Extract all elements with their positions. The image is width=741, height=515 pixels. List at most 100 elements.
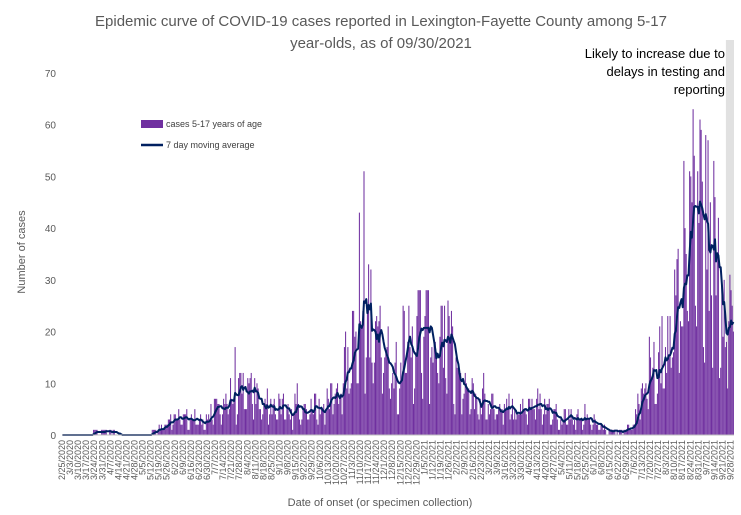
case-bar (173, 414, 175, 435)
case-bar (203, 429, 205, 435)
case-bar (447, 300, 449, 435)
x-tick-label-60: 4/20/2021 (540, 440, 550, 480)
case-bar (534, 419, 536, 435)
case-bar (674, 269, 676, 435)
case-bar (580, 419, 582, 435)
case-bar (525, 414, 527, 435)
x-tick-label-73: 7/20/2021 (645, 440, 655, 480)
case-bar (287, 403, 289, 435)
case-bar (171, 429, 173, 435)
x-tick-label-51: 2/16/2021 (468, 440, 478, 480)
case-bar (361, 326, 363, 435)
case-bar (384, 357, 386, 435)
x-tick-label-74: 7/27/2021 (653, 440, 663, 480)
x-tick-label-21: 7/21/2020 (226, 440, 236, 480)
case-bar (475, 393, 477, 435)
case-bar (613, 429, 615, 435)
case-bar (467, 388, 469, 435)
case-bar (267, 424, 270, 435)
case-bar (547, 403, 549, 435)
x-tick-label-9: 4/28/2020 (130, 440, 140, 480)
case-bar (478, 419, 480, 435)
y-axis-label: Number of cases (16, 210, 28, 294)
case-bar (370, 269, 372, 435)
x-tick-label-17: 6/23/2020 (194, 440, 204, 480)
case-bar (468, 388, 470, 435)
case-bar (400, 362, 402, 435)
x-tick-label-63: 5/11/2021 (565, 440, 575, 479)
case-bar (609, 429, 611, 435)
case-bar (667, 316, 669, 435)
case-bar (372, 383, 374, 435)
case-bar (224, 403, 226, 435)
x-tick-label-25: 8/18/2020 (258, 440, 268, 480)
x-tick-label-8: 4/21/2020 (121, 440, 131, 480)
case-bar (595, 424, 597, 435)
case-bar (526, 424, 528, 435)
case-bar (262, 414, 264, 435)
case-bar (395, 341, 397, 435)
case-bar (727, 388, 729, 435)
case-bar (471, 378, 473, 435)
case-bar (253, 419, 255, 435)
case-bar (508, 393, 510, 435)
case-bar (559, 429, 561, 435)
case-bar (708, 310, 710, 435)
case-bar (256, 383, 258, 435)
case-bar (546, 403, 548, 435)
case-bar (587, 419, 589, 435)
case-bar (231, 398, 233, 435)
case-bar (244, 409, 246, 435)
case-bar (254, 378, 256, 435)
case-bar (408, 305, 410, 435)
case-bar (600, 424, 602, 435)
case-bar (679, 321, 681, 435)
case-bar (501, 409, 503, 435)
case-bar (725, 341, 727, 435)
moving-average-polyline (62, 200, 735, 436)
case-bar (174, 414, 176, 435)
case-bar (625, 429, 627, 435)
case-bar (425, 290, 427, 435)
case-bar (721, 279, 723, 435)
case-bar (232, 403, 234, 435)
case-bar (532, 409, 534, 435)
case-bar (694, 305, 696, 435)
x-tick-label-6: 4/7/2020 (105, 440, 115, 475)
case-bar (562, 419, 564, 435)
case-bar (227, 414, 229, 435)
case-bar (537, 388, 539, 435)
case-bar (332, 414, 334, 435)
case-bar (356, 383, 358, 435)
case-bar (476, 398, 478, 435)
case-bar (305, 409, 307, 435)
case-bar (218, 403, 220, 435)
y-tick-label-0: 0 (50, 431, 56, 442)
case-bar (469, 414, 471, 435)
case-bar (455, 357, 457, 435)
case-bar (712, 367, 714, 435)
case-bar (561, 424, 563, 435)
case-bar (582, 429, 584, 435)
case-bar (560, 419, 562, 435)
case-bar (641, 383, 643, 435)
case-bar (486, 419, 488, 435)
case-bar (346, 388, 348, 435)
case-bar (576, 414, 578, 435)
case-bar (198, 419, 200, 435)
x-tick-label-79: 8/31/2021 (693, 440, 703, 480)
case-bar (348, 393, 350, 435)
case-bar (328, 409, 330, 435)
x-tick-label-64: 5/18/2021 (573, 440, 583, 480)
case-bar (644, 388, 646, 435)
case-bar (369, 357, 371, 435)
case-bar (554, 409, 556, 435)
case-bar (182, 414, 184, 435)
case-bar (705, 135, 707, 435)
case-bar (225, 393, 227, 435)
case-bar (226, 403, 228, 435)
case-bar (539, 393, 541, 435)
case-bar (632, 424, 634, 435)
case-bar (502, 424, 504, 435)
case-bar (423, 336, 425, 435)
